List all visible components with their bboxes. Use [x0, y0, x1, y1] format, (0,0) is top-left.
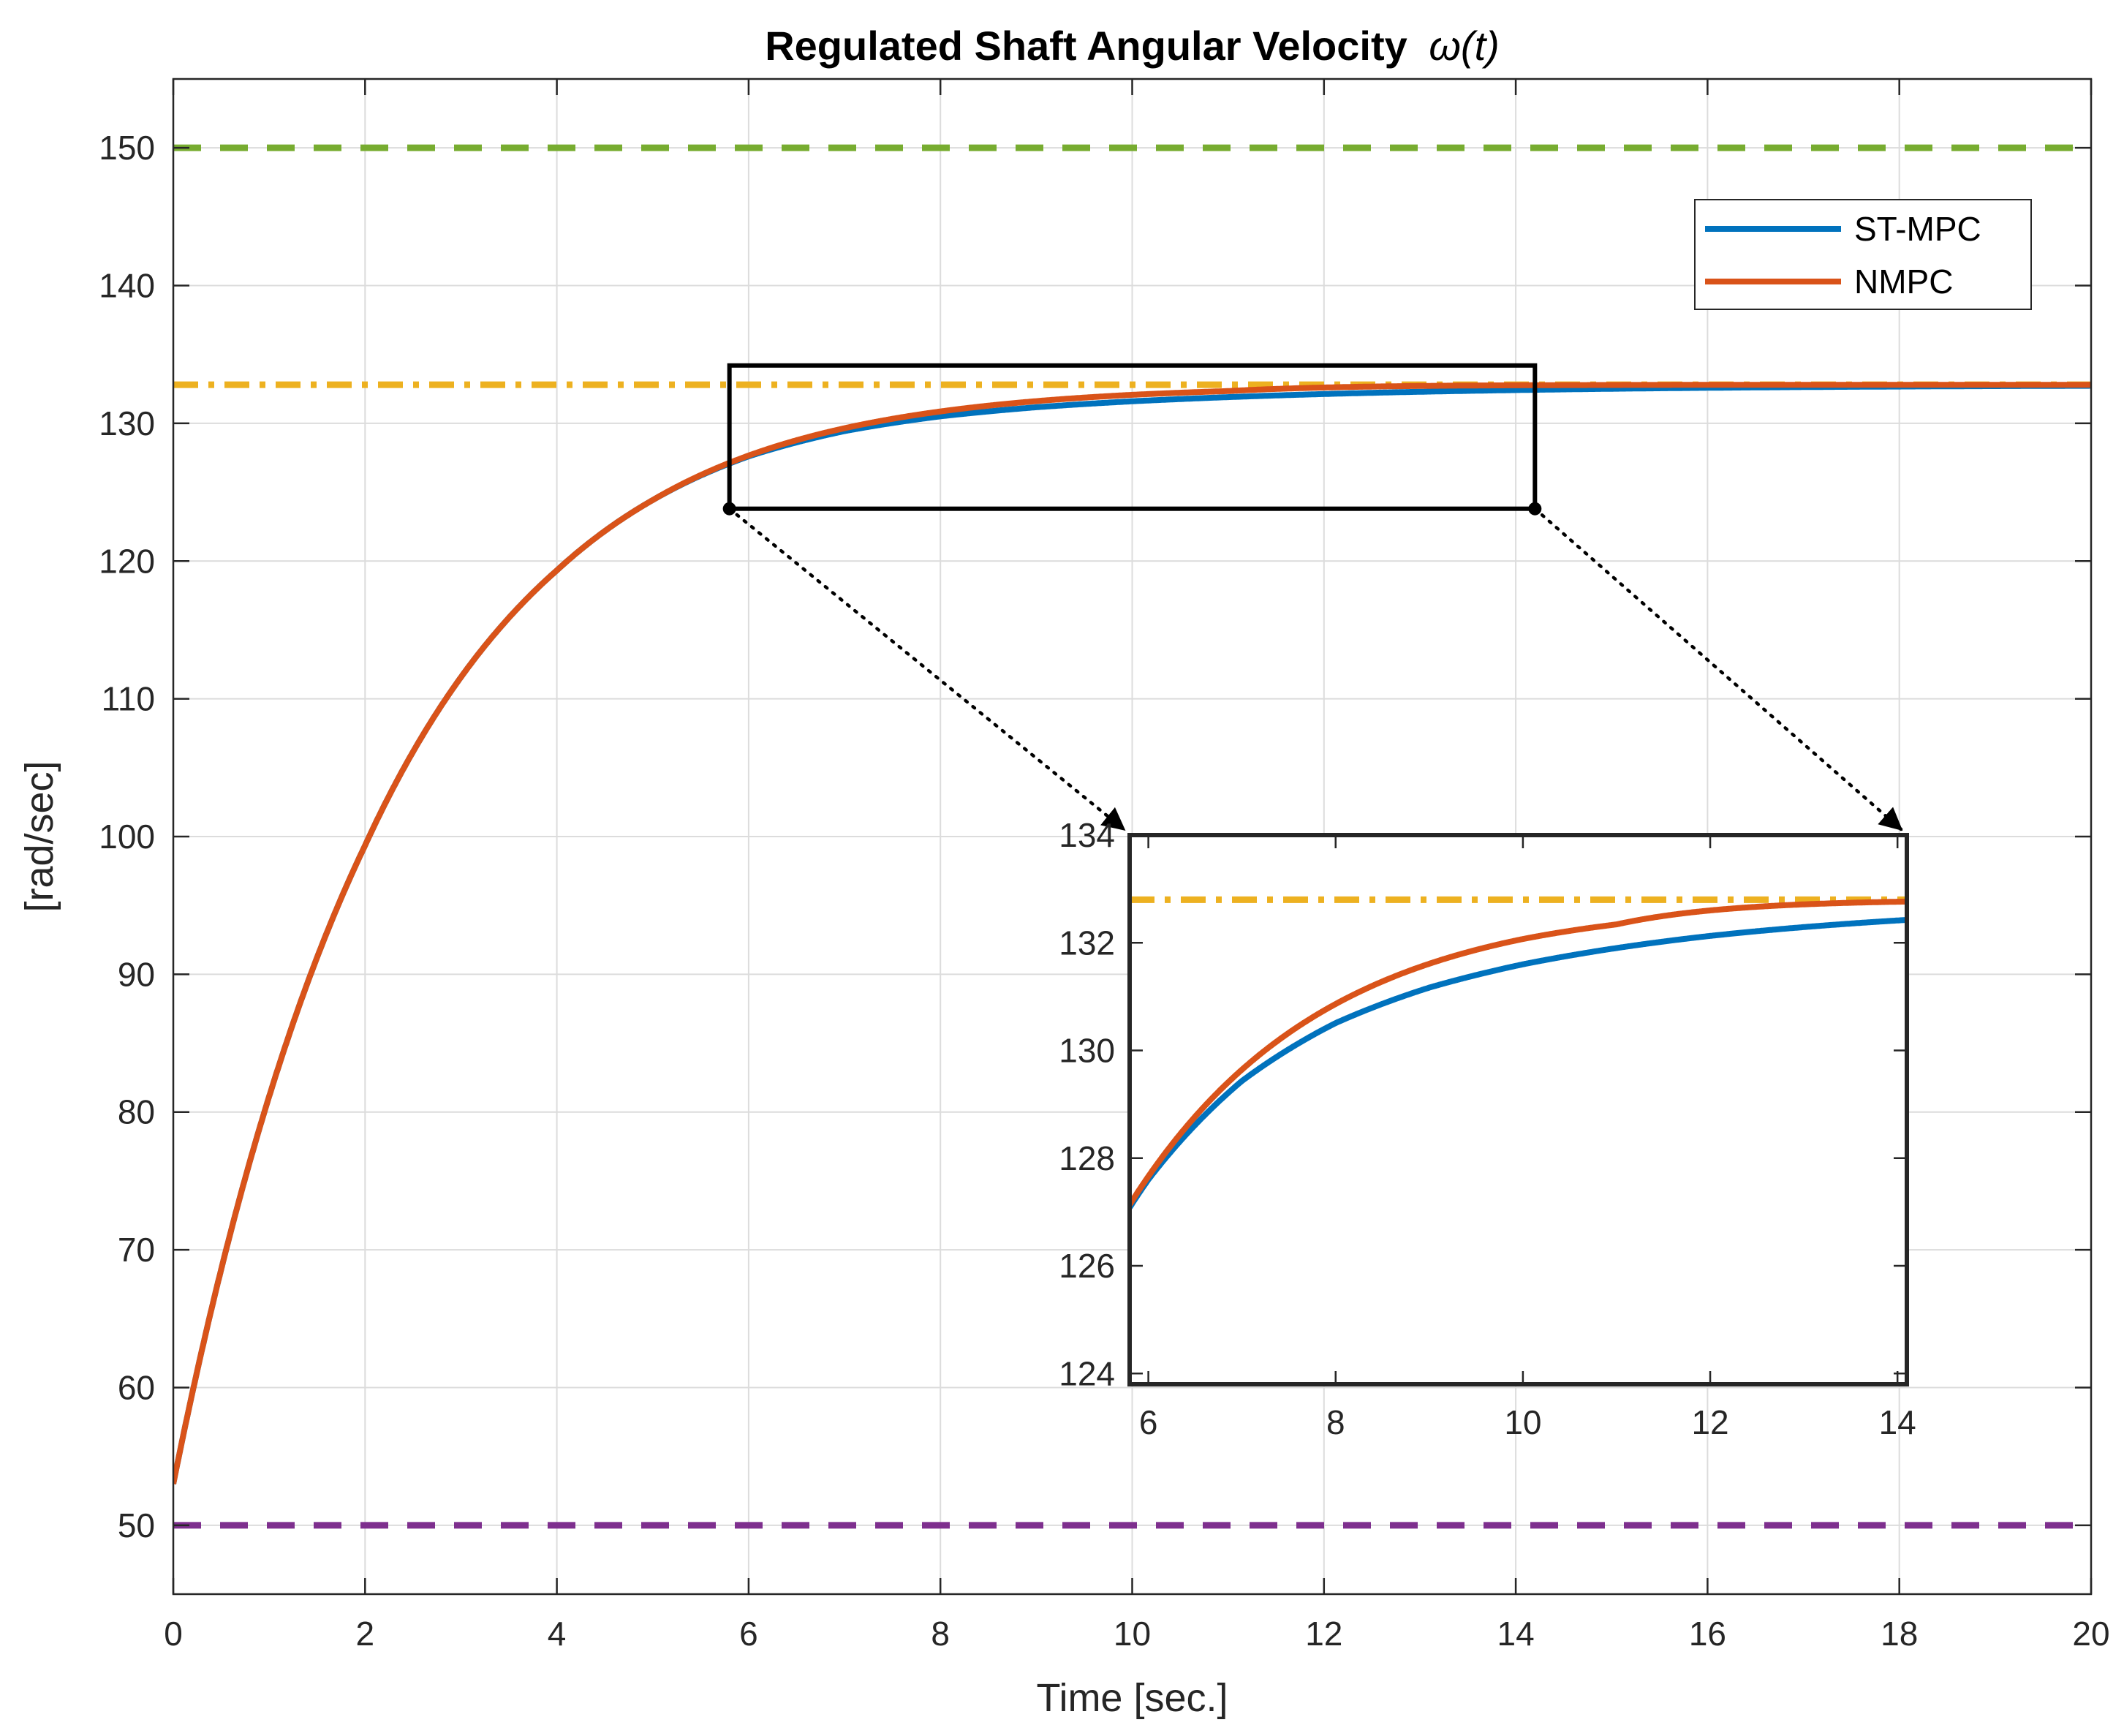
y-tick-label: 80: [118, 1093, 155, 1131]
zoom-annotation: [722, 363, 1903, 831]
chart-title-text: Regulated Shaft Angular Velocity: [765, 23, 1407, 69]
y-tick-label: 120: [99, 542, 155, 580]
inset-x-tick-label: 12: [1691, 1403, 1728, 1441]
inset-x-tick-label: 8: [1326, 1403, 1345, 1441]
inset-frame: [1127, 833, 1909, 1386]
y-tick-label: 90: [118, 955, 155, 993]
x-tick-label: 12: [1305, 1615, 1342, 1653]
inset-series-line-st-mpc: [1130, 917, 1907, 1209]
connector-left: [727, 507, 1126, 831]
y-tick-label: 70: [118, 1231, 155, 1269]
legend: ST-MPC NMPC: [1694, 199, 2032, 310]
inset-y-tick-label: 126: [1059, 1247, 1115, 1285]
inset-x-tick-label: 14: [1879, 1403, 1916, 1441]
y-tick-label: 130: [99, 404, 155, 442]
zoom-box: [727, 363, 1538, 511]
x-tick-label: 8: [931, 1615, 950, 1653]
y-tick-label: 50: [118, 1506, 155, 1544]
legend-label-st-mpc: ST-MPC: [1854, 210, 1981, 248]
x-tick-label: 4: [548, 1615, 567, 1653]
x-axis-label: Time [sec.]: [1036, 1676, 1228, 1720]
x-tick-label: 2: [356, 1615, 375, 1653]
y-tick-label: 100: [99, 818, 155, 856]
y-axis-label: [rad/sec]: [18, 761, 61, 912]
inset-y-tick-label: 132: [1059, 924, 1115, 962]
x-tick-label: 16: [1689, 1615, 1726, 1653]
y-tick-label: 110: [102, 680, 155, 718]
y-tick-label: 140: [99, 267, 155, 305]
legend-box: [1694, 199, 2032, 310]
y-tick-label: 60: [118, 1368, 155, 1406]
legend-label-nmpc: NMPC: [1854, 263, 1953, 301]
inset-content: [1130, 896, 1907, 1209]
inset-y-tick-label: 130: [1059, 1032, 1115, 1070]
inset-y-tick-label: 128: [1059, 1139, 1115, 1177]
x-tick-label: 14: [1497, 1615, 1535, 1653]
chart-title-symbol: ω(t): [1429, 23, 1499, 69]
inset-axes: 6 8 10 12 14 124 126 128 130 132 134: [1059, 816, 1916, 1441]
x-tick-label: 10: [1114, 1615, 1151, 1653]
x-tick-label: 0: [164, 1615, 183, 1653]
inset-x-tick-label: 10: [1504, 1403, 1541, 1441]
chart-title: Regulated Shaft Angular Velocity ω(t): [765, 23, 1500, 69]
series-line-nmpc: [173, 382, 2091, 1485]
inset-series-line-nmpc: [1130, 898, 1907, 1207]
x-tick-label: 20: [2072, 1615, 2109, 1653]
main-ticks: 0 2 4 6 8 10 12 14 16 18 20 50 60 70 80 90 100 110 120 130 1…: [99, 79, 2110, 1653]
inset-y-tick-label: 124: [1059, 1354, 1115, 1392]
inset-x-tick-label: 6: [1139, 1403, 1158, 1441]
inset-plot-area: [1130, 835, 1907, 1384]
inset-y-tick-label: 134: [1059, 816, 1115, 854]
x-tick-label: 6: [739, 1615, 758, 1653]
y-tick-label: 150: [99, 129, 155, 167]
x-tick-label: 18: [1881, 1615, 1918, 1653]
